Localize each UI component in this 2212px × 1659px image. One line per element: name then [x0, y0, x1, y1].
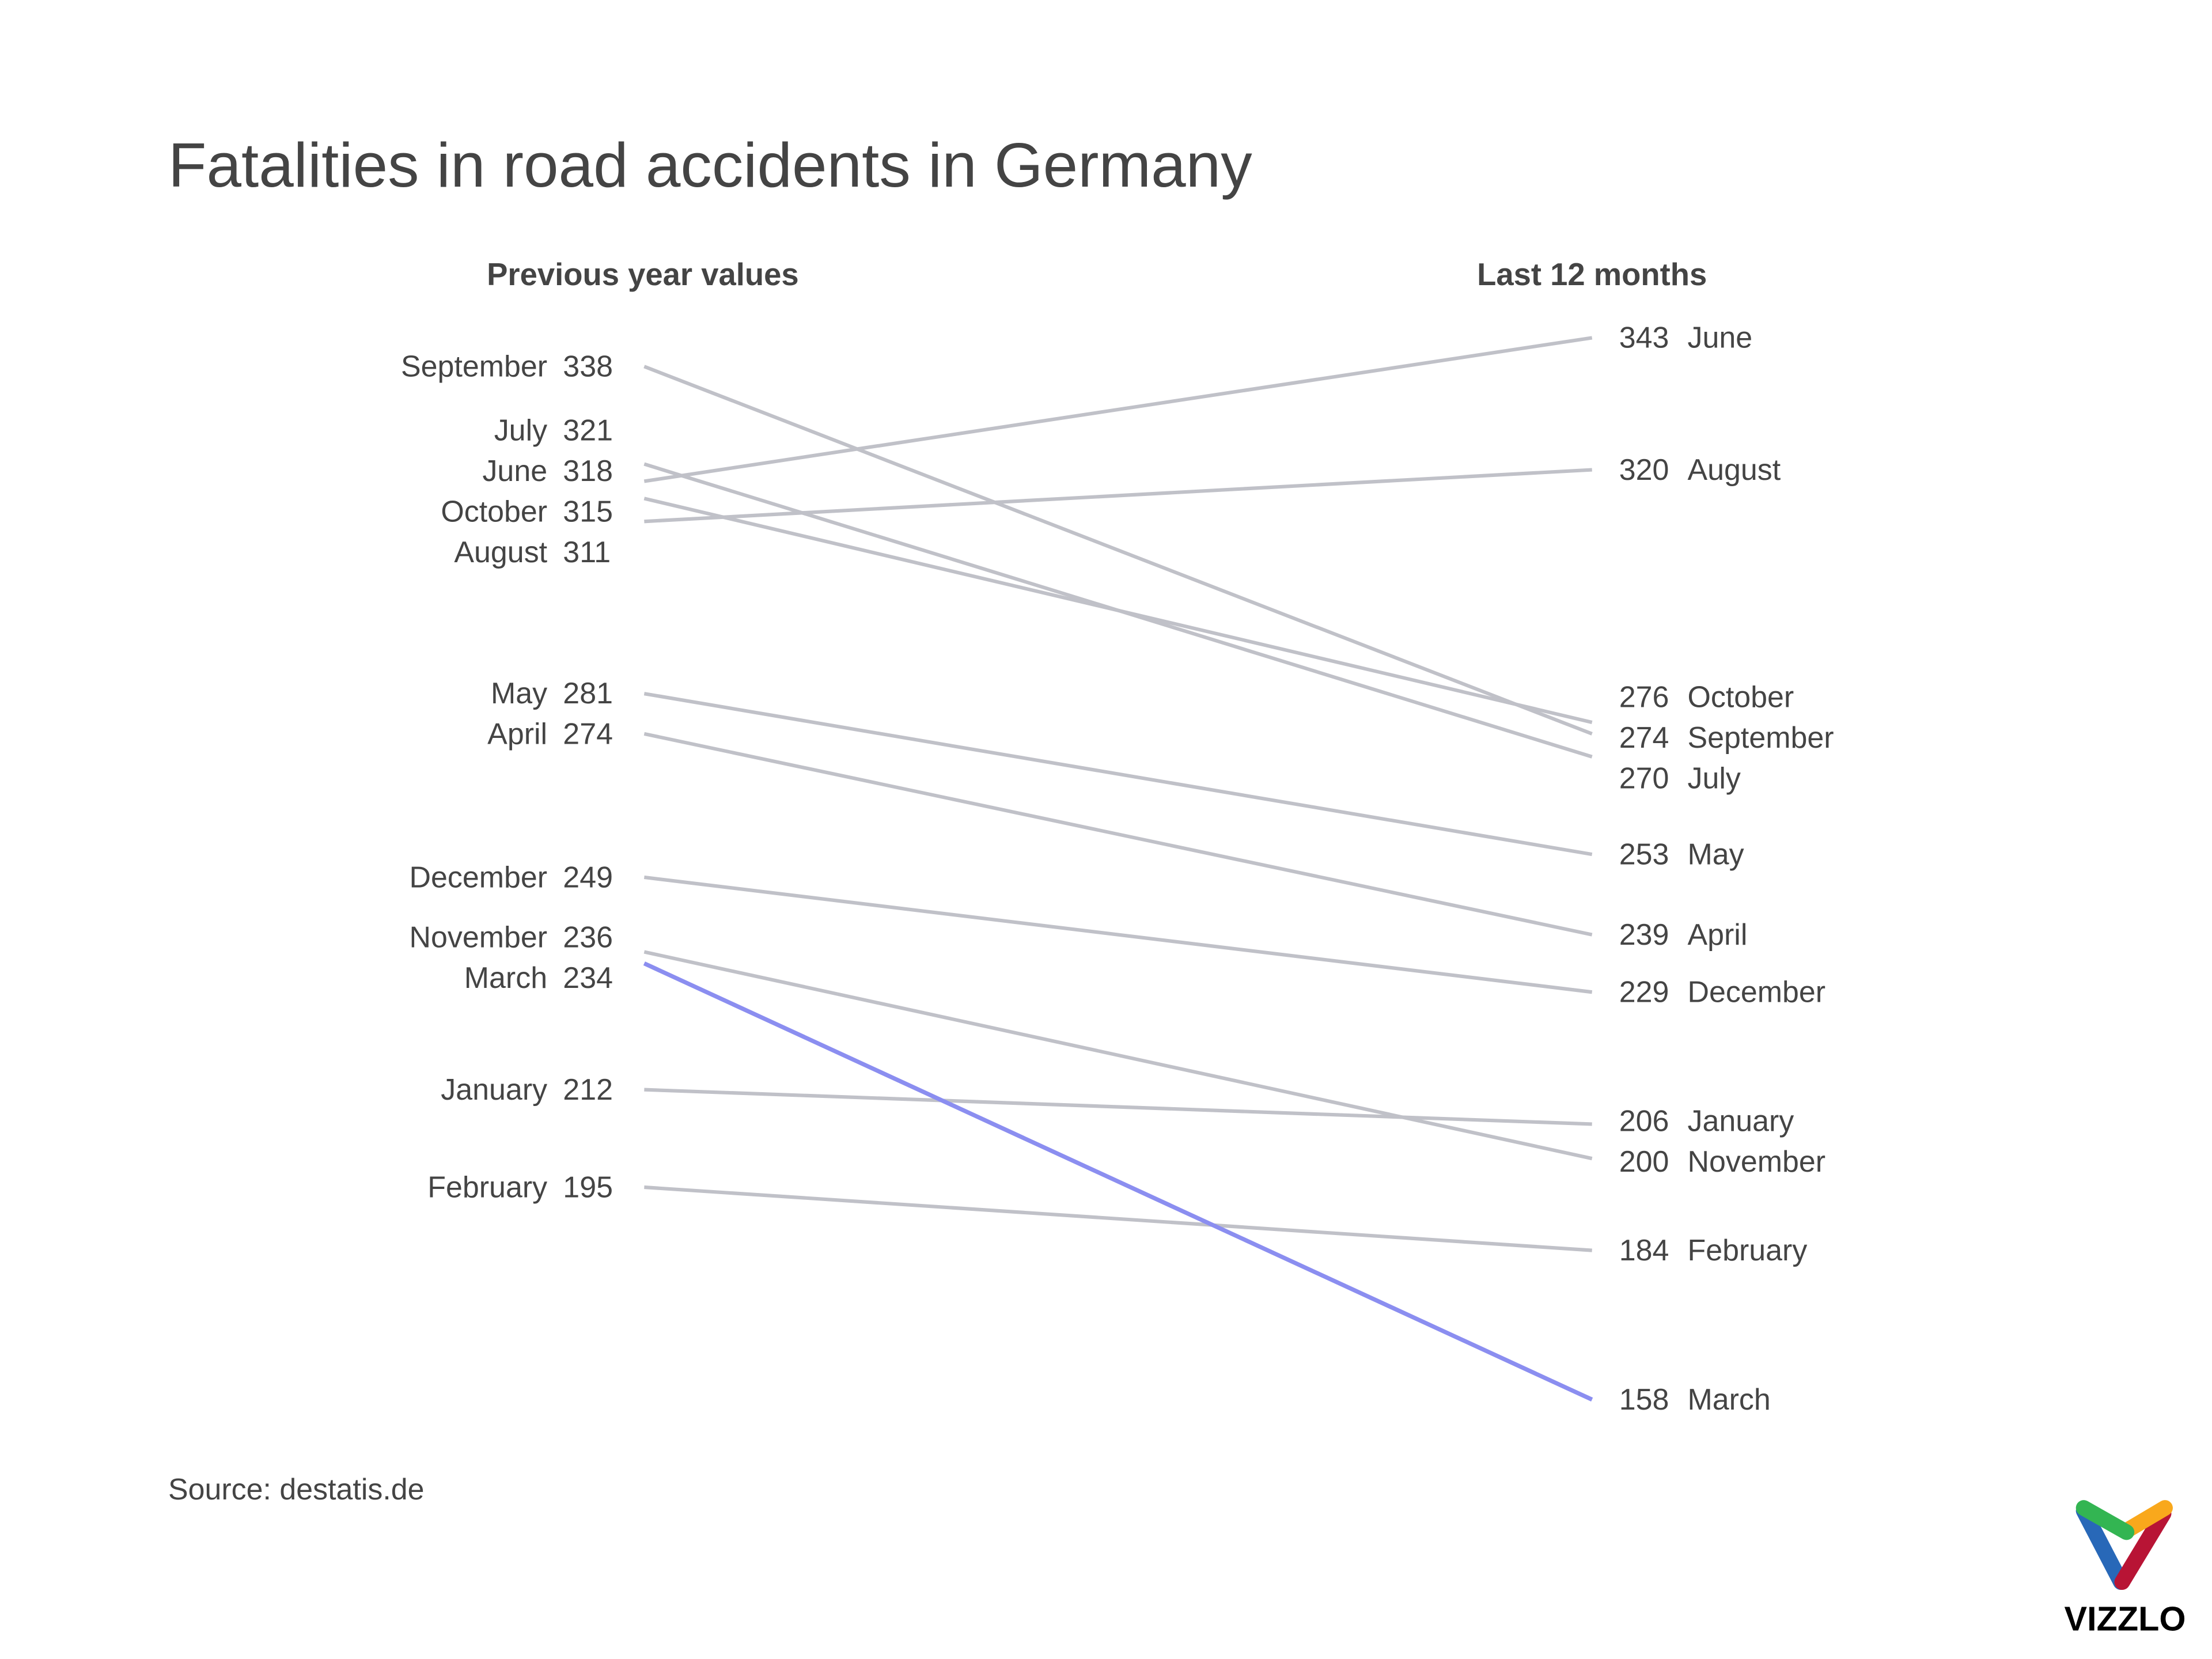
right-value-label: 270: [1619, 762, 1669, 795]
right-value-label: 206: [1619, 1104, 1669, 1138]
left-value-label: 318: [563, 454, 613, 488]
right-value-label: 343: [1619, 321, 1669, 355]
left-month-label: July: [494, 414, 547, 447]
left-month-label: March: [464, 961, 547, 995]
left-month-label: October: [441, 495, 547, 528]
left-month-label: August: [454, 536, 547, 569]
right-value-label: 239: [1619, 918, 1669, 952]
left-month-label: April: [487, 718, 547, 751]
right-month-label: November: [1687, 1145, 1825, 1179]
slope-line-august: [644, 468, 1592, 524]
left-value-label: 311: [563, 536, 611, 569]
left-value-label: 321: [563, 414, 613, 447]
source-note: Source: destatis.de: [168, 1473, 425, 1506]
left-month-label: June: [482, 454, 547, 488]
left-month-label: September: [401, 350, 547, 384]
slope-lines: [643, 336, 1593, 1402]
chart-title: Fatalities in road accidents in Germany: [168, 130, 1252, 200]
left-value-label: 249: [563, 861, 613, 894]
slope-line-june: [643, 336, 1593, 483]
left-month-label: May: [491, 677, 547, 710]
right-month-label: June: [1687, 321, 1752, 355]
right-value-label: 200: [1619, 1145, 1669, 1179]
slope-line-may: [643, 692, 1593, 857]
left-value-label: 195: [563, 1171, 613, 1204]
slope-line-november: [643, 950, 1593, 1161]
left-month-label: November: [410, 921, 548, 955]
right-month-label: July: [1687, 762, 1740, 795]
right-value-label: 229: [1619, 976, 1669, 1009]
right-value-label: 320: [1619, 453, 1669, 487]
slope-line-april: [643, 732, 1593, 937]
right-value-label: 253: [1619, 838, 1669, 871]
right-month-label: August: [1687, 453, 1781, 487]
left-value-label: 315: [563, 495, 613, 528]
right-month-label: May: [1687, 838, 1744, 871]
right-month-label: April: [1687, 918, 1747, 952]
right-value-label: 158: [1619, 1383, 1669, 1416]
right-value-label: 184: [1619, 1234, 1669, 1267]
slope-line-february: [644, 1185, 1592, 1252]
left-value-label: 234: [563, 961, 613, 995]
slope-line-march: [643, 961, 1593, 1402]
left-month-label: February: [427, 1171, 547, 1204]
vizzlo-logo-mark: [2075, 1500, 2173, 1590]
right-header: Last 12 months: [1477, 257, 1707, 292]
left-month-label: December: [410, 861, 548, 894]
left-month-label: January: [441, 1073, 547, 1107]
left-value-label: 212: [563, 1073, 613, 1107]
right-month-label: December: [1687, 976, 1825, 1009]
slope-line-september: [643, 365, 1593, 736]
slope-line-december: [643, 875, 1593, 994]
left-value-label: 281: [563, 677, 613, 710]
vizzlo-logo-text: VIZZLO: [2065, 1600, 2186, 1638]
right-value-label: 274: [1619, 721, 1669, 755]
right-month-label: January: [1687, 1104, 1794, 1138]
vizzlo-logo: VIZZLO: [2065, 1500, 2186, 1638]
right-month-label: February: [1687, 1234, 1807, 1267]
slope-line-january: [644, 1088, 1592, 1126]
left-value-label: 274: [563, 718, 613, 751]
right-month-label: March: [1687, 1383, 1770, 1416]
right-month-label: September: [1687, 721, 1834, 755]
right-value-label: 276: [1619, 680, 1669, 714]
slope-labels: January 212 February 195 March 234 April 274 May…: [401, 321, 1834, 1416]
left-value-label: 236: [563, 921, 613, 955]
slope-line-october: [643, 497, 1593, 724]
left-value-label: 338: [563, 350, 613, 384]
left-header: Previous year values: [487, 257, 799, 292]
right-month-label: October: [1687, 680, 1794, 714]
